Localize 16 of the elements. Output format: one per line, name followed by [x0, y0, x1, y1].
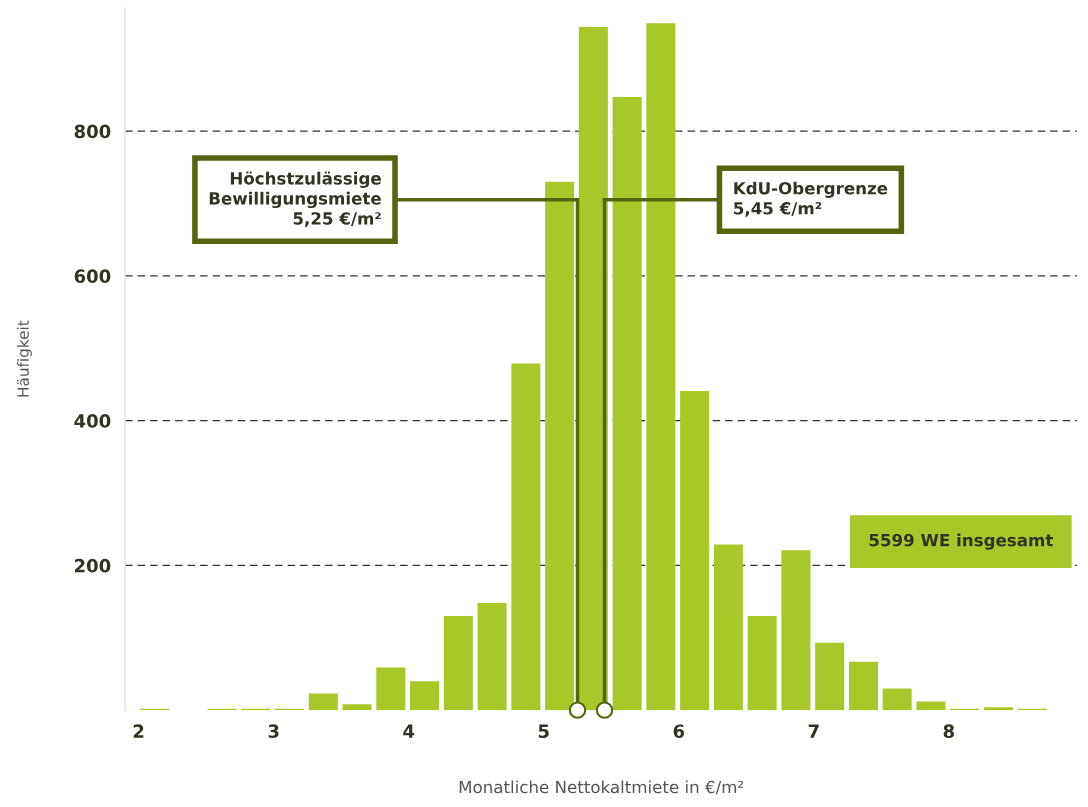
x-axis-title: Monatliche Nettokaltmiete in €/m² [459, 780, 744, 795]
y-axis-title: Häufigkeit [17, 320, 32, 397]
y-tick-label: 800 [74, 124, 111, 139]
x-tick-label: 7 [808, 724, 819, 738]
x-tick-label: 3 [268, 724, 279, 739]
ref-line-label: Höchstzulässige Bewilligungsmiete 5,25 €/m² [209, 171, 381, 227]
annotation: 5599 WE insgesamt [869, 533, 1053, 550]
ref-line-label: KdU-Obergrenze 5,45 €/m² [734, 181, 888, 217]
y-tick-label: 600 [74, 269, 111, 283]
y-tick-label: 200 [74, 558, 111, 573]
x-tick-label: 4 [403, 724, 415, 738]
y-tick-label: 400 [74, 414, 111, 428]
x-tick-label: 6 [673, 724, 685, 739]
x-tick-label: 8 [943, 724, 954, 739]
x-tick-label: 5 [538, 724, 549, 739]
x-tick-label: 2 [133, 724, 144, 738]
